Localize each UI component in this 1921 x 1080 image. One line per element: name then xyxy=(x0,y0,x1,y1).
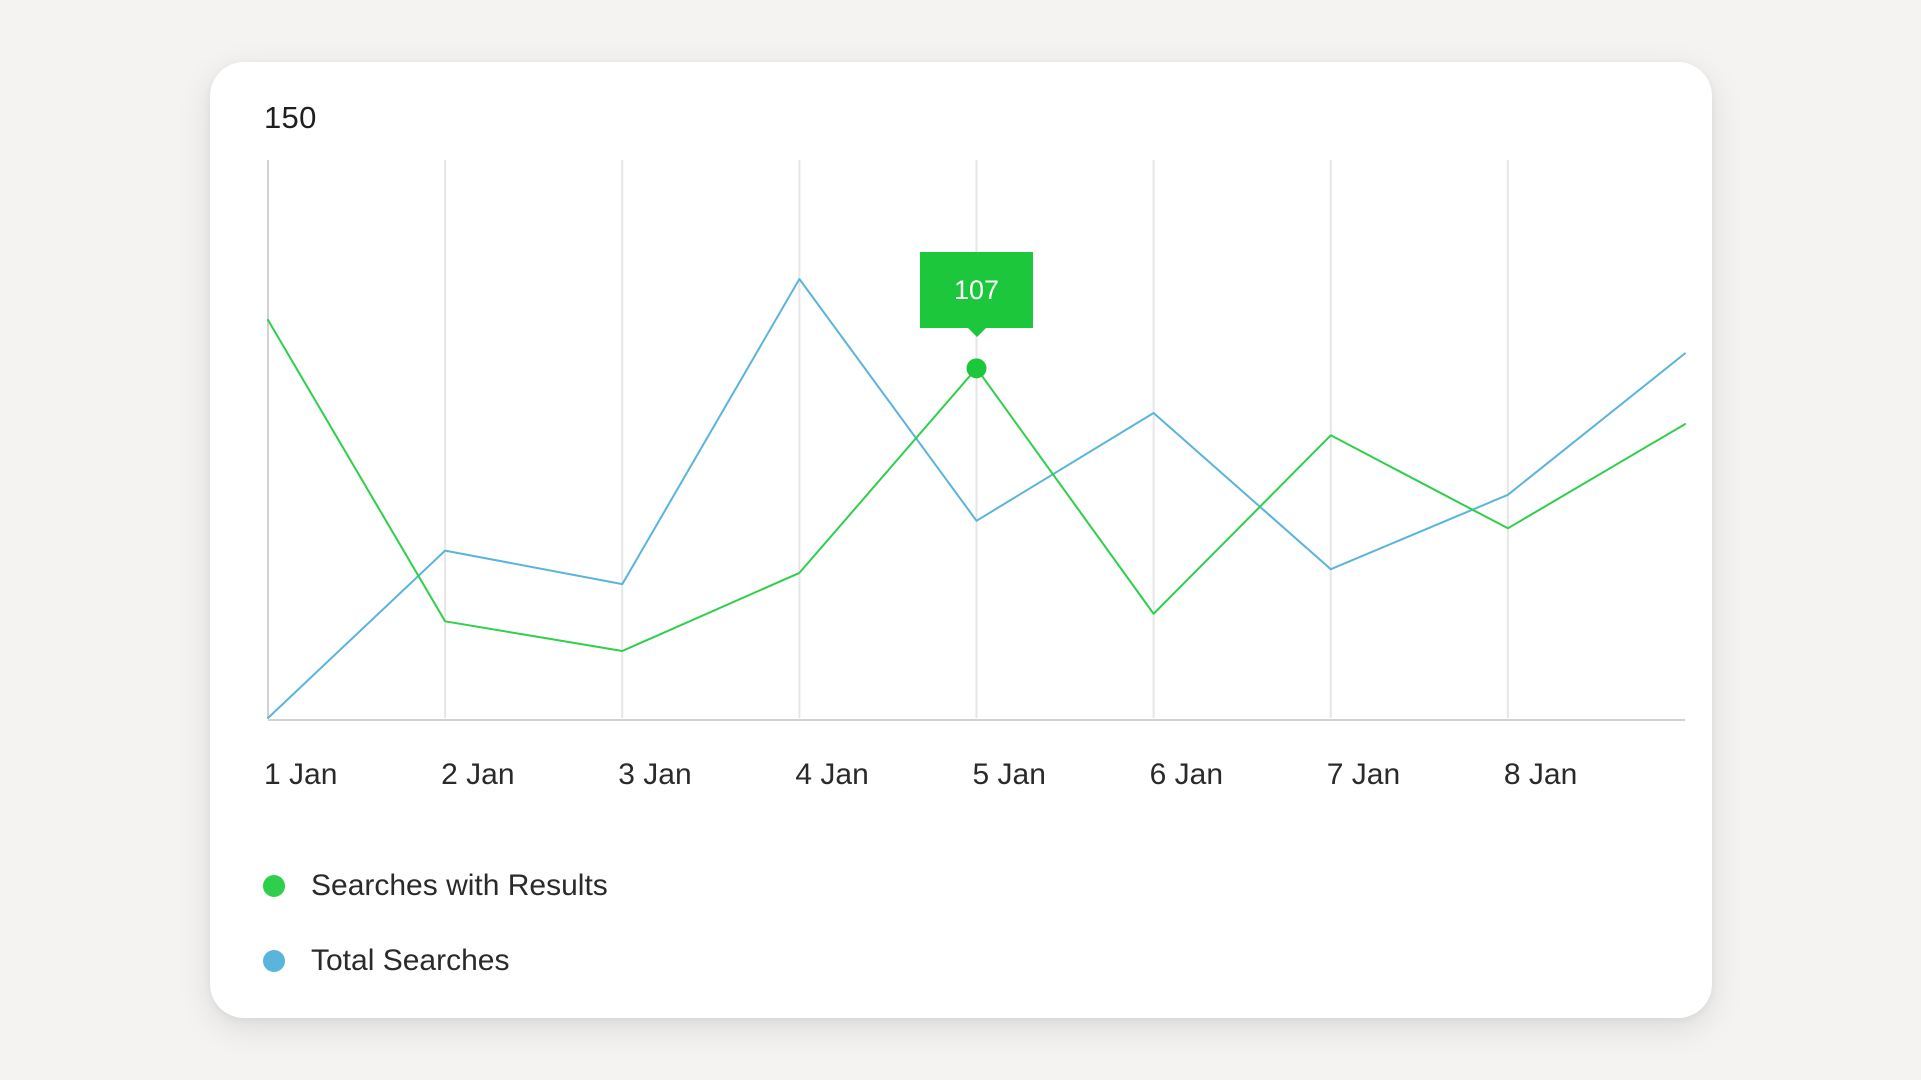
chart-card xyxy=(210,62,1712,1018)
x-tick-label: 5 Jan xyxy=(973,758,1046,791)
x-tick-label: 2 Jan xyxy=(441,758,514,791)
series-line-total-searches[interactable] xyxy=(267,278,1686,719)
x-tick-label: 7 Jan xyxy=(1327,758,1400,791)
legend-label: Total Searches xyxy=(311,944,510,977)
x-tick-label: 4 Jan xyxy=(795,758,868,791)
x-tick-label: 6 Jan xyxy=(1150,758,1223,791)
legend-item-searches-with-results[interactable]: Searches with Results xyxy=(263,869,608,902)
grid-lines xyxy=(444,160,1509,718)
legend-dot-icon xyxy=(263,875,285,897)
value-tooltip: 107 xyxy=(920,252,1033,338)
x-axis xyxy=(267,160,1685,721)
y-axis-max-label: 150 xyxy=(264,100,317,135)
highlight-point[interactable] xyxy=(966,358,987,379)
legend-dot-icon xyxy=(263,950,285,972)
legend-label: Searches with Results xyxy=(311,869,608,902)
legend-item-total-searches[interactable]: Total Searches xyxy=(263,944,608,977)
x-tick-label: 3 Jan xyxy=(618,758,691,791)
x-axis-tick-labels: 1 Jan 2 Jan 3 Jan 4 Jan 5 Jan 6 Jan 7 Jan 8 Jan xyxy=(264,758,1577,791)
tooltip-value: 107 xyxy=(953,274,1000,305)
legend: Searches with Results Total Searches xyxy=(263,869,608,1020)
x-tick-label: 8 Jan xyxy=(1504,758,1577,791)
highlight-marker xyxy=(966,358,987,379)
x-tick-label: 1 Jan xyxy=(264,758,337,791)
